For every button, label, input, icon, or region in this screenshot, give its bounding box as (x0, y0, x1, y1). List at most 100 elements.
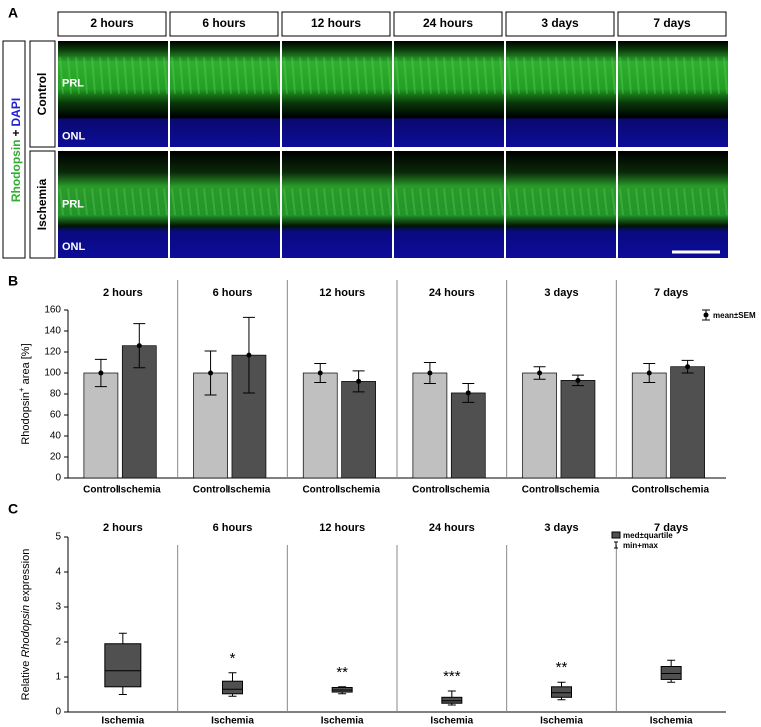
texture (563, 188, 568, 216)
texture (595, 188, 600, 216)
texture (651, 188, 656, 216)
box (551, 686, 572, 698)
layer-label: ONL (62, 241, 86, 253)
texture (491, 188, 496, 216)
texture (131, 56, 136, 95)
texture (315, 56, 320, 95)
texture (251, 188, 256, 216)
texture (91, 188, 96, 216)
y-tick-label: 5 (55, 532, 61, 543)
y-tick-label: 140 (44, 326, 61, 337)
group-title: 3 days (544, 287, 578, 299)
texture (115, 188, 120, 216)
texture (699, 188, 704, 216)
texture (227, 188, 232, 216)
texture (515, 188, 520, 216)
box (441, 696, 463, 704)
texture (539, 188, 544, 216)
texture (259, 56, 264, 95)
x-tick-label: Ischemia (337, 485, 380, 496)
legend-whisker (614, 541, 618, 549)
texture (539, 56, 544, 95)
texture (163, 56, 168, 95)
texture (611, 56, 616, 95)
legend-dot (703, 312, 709, 318)
x-tick-label: Ischemia (666, 485, 709, 496)
legend-label: mean±SEM (713, 311, 756, 320)
x-tick-label: Ischemia (228, 485, 271, 496)
texture (667, 56, 672, 95)
texture (563, 56, 568, 95)
y-tick-label: 2 (55, 637, 61, 648)
significance: *** (443, 668, 461, 685)
texture (667, 188, 672, 216)
mean-dot (646, 370, 652, 376)
texture (171, 56, 176, 95)
y-axis-title-part: Relative (20, 658, 32, 701)
texture (483, 56, 488, 95)
texture (163, 188, 168, 216)
group-title: 2 hours (103, 522, 143, 534)
texture (243, 56, 248, 95)
y-tick-label: 0 (55, 707, 61, 718)
stain-label: Rhodopsin + DAPI (9, 98, 23, 202)
texture (251, 56, 256, 95)
mean-dot (537, 370, 543, 376)
mean-dot (685, 364, 691, 370)
texture (211, 188, 216, 216)
texture (443, 188, 448, 216)
texture (435, 188, 440, 216)
texture (347, 188, 352, 216)
texture (371, 188, 376, 216)
layer-label: PRL (62, 198, 84, 210)
texture (123, 188, 128, 216)
texture (715, 188, 720, 216)
texture (683, 56, 688, 95)
box (660, 666, 682, 680)
texture (507, 56, 512, 95)
stain-plus: + (9, 130, 23, 137)
group-title: 24 hours (429, 522, 475, 534)
texture (139, 56, 144, 95)
column-label: 24 hours (423, 16, 473, 30)
texture (115, 56, 120, 95)
texture (99, 188, 104, 216)
texture (339, 56, 344, 95)
texture (235, 56, 240, 95)
x-tick-label: Ischemia (650, 716, 693, 727)
y-tick-label: 160 (44, 305, 61, 316)
texture (75, 56, 80, 95)
stain-blue: DAPI (9, 98, 23, 127)
micrograph (618, 151, 728, 258)
column-label: 12 hours (311, 16, 361, 30)
texture (99, 56, 104, 95)
texture (131, 188, 136, 216)
texture (291, 188, 296, 216)
panel-label: A (8, 5, 18, 21)
bar (560, 380, 596, 479)
texture (547, 188, 552, 216)
texture (267, 56, 272, 95)
row-label: Ischemia (35, 178, 49, 230)
texture (715, 56, 720, 95)
texture (467, 56, 472, 95)
texture (723, 188, 728, 216)
texture (419, 188, 424, 216)
column-box (393, 11, 503, 37)
texture (387, 188, 392, 216)
mean-dot (98, 370, 104, 376)
mean-dot (465, 390, 471, 396)
micrograph (58, 151, 168, 258)
x-tick-label: Ischemia (101, 716, 144, 727)
texture (195, 56, 200, 95)
texture (659, 188, 664, 216)
column-box (281, 11, 391, 37)
y-axis-title-part: Rhodopsin (20, 605, 32, 658)
texture (635, 188, 640, 216)
micrograph (282, 151, 392, 258)
bar (302, 372, 338, 479)
texture (579, 56, 584, 95)
texture (275, 188, 280, 216)
texture (219, 56, 224, 95)
texture (171, 188, 176, 216)
